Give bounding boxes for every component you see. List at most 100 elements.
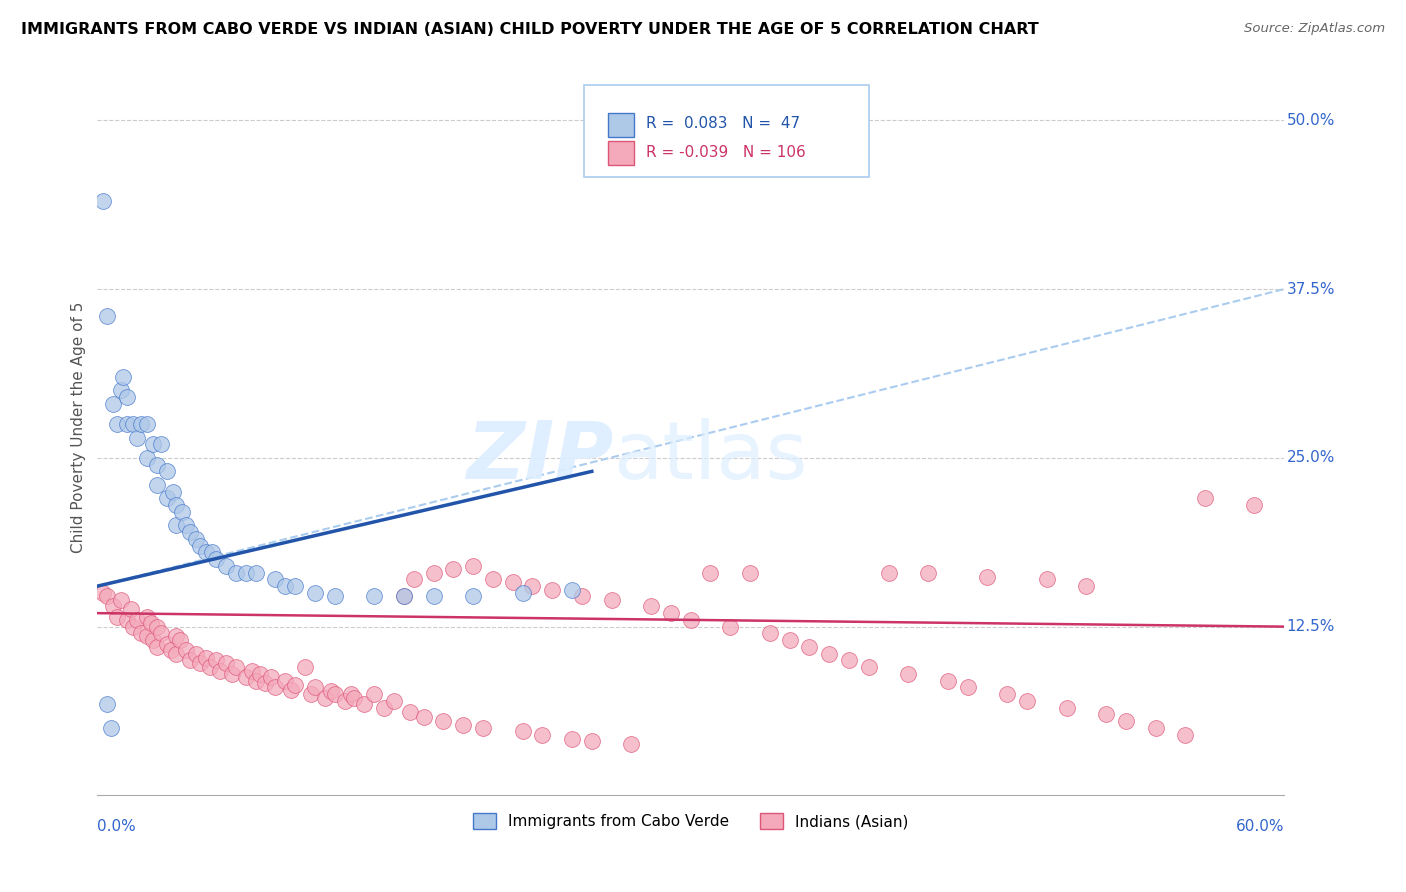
- Point: [818, 647, 841, 661]
- Point: [215, 558, 238, 573]
- Point: [659, 606, 682, 620]
- Text: 50.0%: 50.0%: [1286, 113, 1334, 128]
- Point: [838, 653, 860, 667]
- Point: [155, 464, 177, 478]
- Point: [399, 705, 422, 719]
- Point: [392, 589, 415, 603]
- Point: [260, 670, 283, 684]
- Point: [162, 484, 184, 499]
- Point: [225, 566, 247, 580]
- Point: [699, 566, 721, 580]
- Point: [353, 697, 375, 711]
- Point: [125, 431, 148, 445]
- Point: [482, 573, 505, 587]
- Point: [1194, 491, 1216, 506]
- Point: [799, 640, 821, 654]
- Point: [620, 737, 643, 751]
- Point: [323, 589, 346, 603]
- Point: [522, 579, 544, 593]
- Point: [779, 633, 801, 648]
- Point: [245, 566, 267, 580]
- Point: [264, 573, 287, 587]
- Point: [145, 478, 167, 492]
- Point: [333, 694, 356, 708]
- Point: [1115, 714, 1137, 728]
- Point: [179, 653, 201, 667]
- Point: [917, 566, 939, 580]
- Point: [274, 673, 297, 688]
- Point: [718, 620, 741, 634]
- Point: [208, 664, 231, 678]
- Point: [936, 673, 959, 688]
- Text: IMMIGRANTS FROM CABO VERDE VS INDIAN (ASIAN) CHILD POVERTY UNDER THE AGE OF 5 CO: IMMIGRANTS FROM CABO VERDE VS INDIAN (AS…: [21, 22, 1039, 37]
- Point: [294, 660, 316, 674]
- Point: [195, 545, 218, 559]
- Point: [120, 602, 142, 616]
- Point: [339, 687, 361, 701]
- Point: [195, 650, 218, 665]
- Point: [135, 610, 157, 624]
- Point: [284, 678, 307, 692]
- Point: [1076, 579, 1098, 593]
- Point: [280, 683, 302, 698]
- Point: [245, 673, 267, 688]
- Point: [254, 676, 277, 690]
- Point: [877, 566, 900, 580]
- Point: [235, 566, 257, 580]
- Point: [145, 640, 167, 654]
- Point: [176, 642, 198, 657]
- Point: [1243, 498, 1265, 512]
- Point: [145, 458, 167, 472]
- Point: [225, 660, 247, 674]
- Text: 12.5%: 12.5%: [1286, 619, 1334, 634]
- Point: [155, 491, 177, 506]
- Point: [249, 666, 271, 681]
- Point: [1174, 728, 1197, 742]
- Point: [561, 583, 583, 598]
- Point: [531, 728, 554, 742]
- Point: [343, 691, 366, 706]
- Point: [600, 592, 623, 607]
- Point: [101, 599, 124, 614]
- Point: [264, 681, 287, 695]
- Point: [122, 620, 145, 634]
- Point: [1035, 573, 1057, 587]
- Point: [115, 390, 138, 404]
- Point: [142, 633, 165, 648]
- Point: [571, 589, 593, 603]
- Point: [135, 629, 157, 643]
- Point: [105, 417, 128, 431]
- Y-axis label: Child Poverty Under the Age of 5: Child Poverty Under the Age of 5: [72, 301, 86, 553]
- Point: [541, 583, 564, 598]
- Point: [512, 586, 534, 600]
- Point: [149, 626, 172, 640]
- Point: [91, 194, 114, 209]
- Point: [139, 615, 162, 630]
- Text: 0.0%: 0.0%: [97, 819, 136, 834]
- Point: [198, 660, 221, 674]
- Point: [759, 626, 782, 640]
- Point: [402, 573, 425, 587]
- Point: [100, 721, 122, 735]
- Point: [441, 561, 464, 575]
- Bar: [607, 113, 634, 137]
- Point: [205, 653, 228, 667]
- Point: [314, 691, 336, 706]
- Point: [166, 647, 188, 661]
- Text: R =  0.083   N =  47: R = 0.083 N = 47: [645, 116, 800, 131]
- Point: [155, 637, 177, 651]
- Point: [976, 570, 998, 584]
- Point: [186, 647, 208, 661]
- Text: Source: ZipAtlas.com: Source: ZipAtlas.com: [1244, 22, 1385, 36]
- Point: [215, 656, 238, 670]
- Point: [679, 613, 702, 627]
- Point: [363, 687, 385, 701]
- Point: [995, 687, 1018, 701]
- Point: [186, 532, 208, 546]
- Point: [122, 417, 145, 431]
- Point: [463, 589, 485, 603]
- Point: [129, 417, 152, 431]
- Point: [299, 687, 322, 701]
- Point: [463, 558, 485, 573]
- Text: 25.0%: 25.0%: [1286, 450, 1334, 466]
